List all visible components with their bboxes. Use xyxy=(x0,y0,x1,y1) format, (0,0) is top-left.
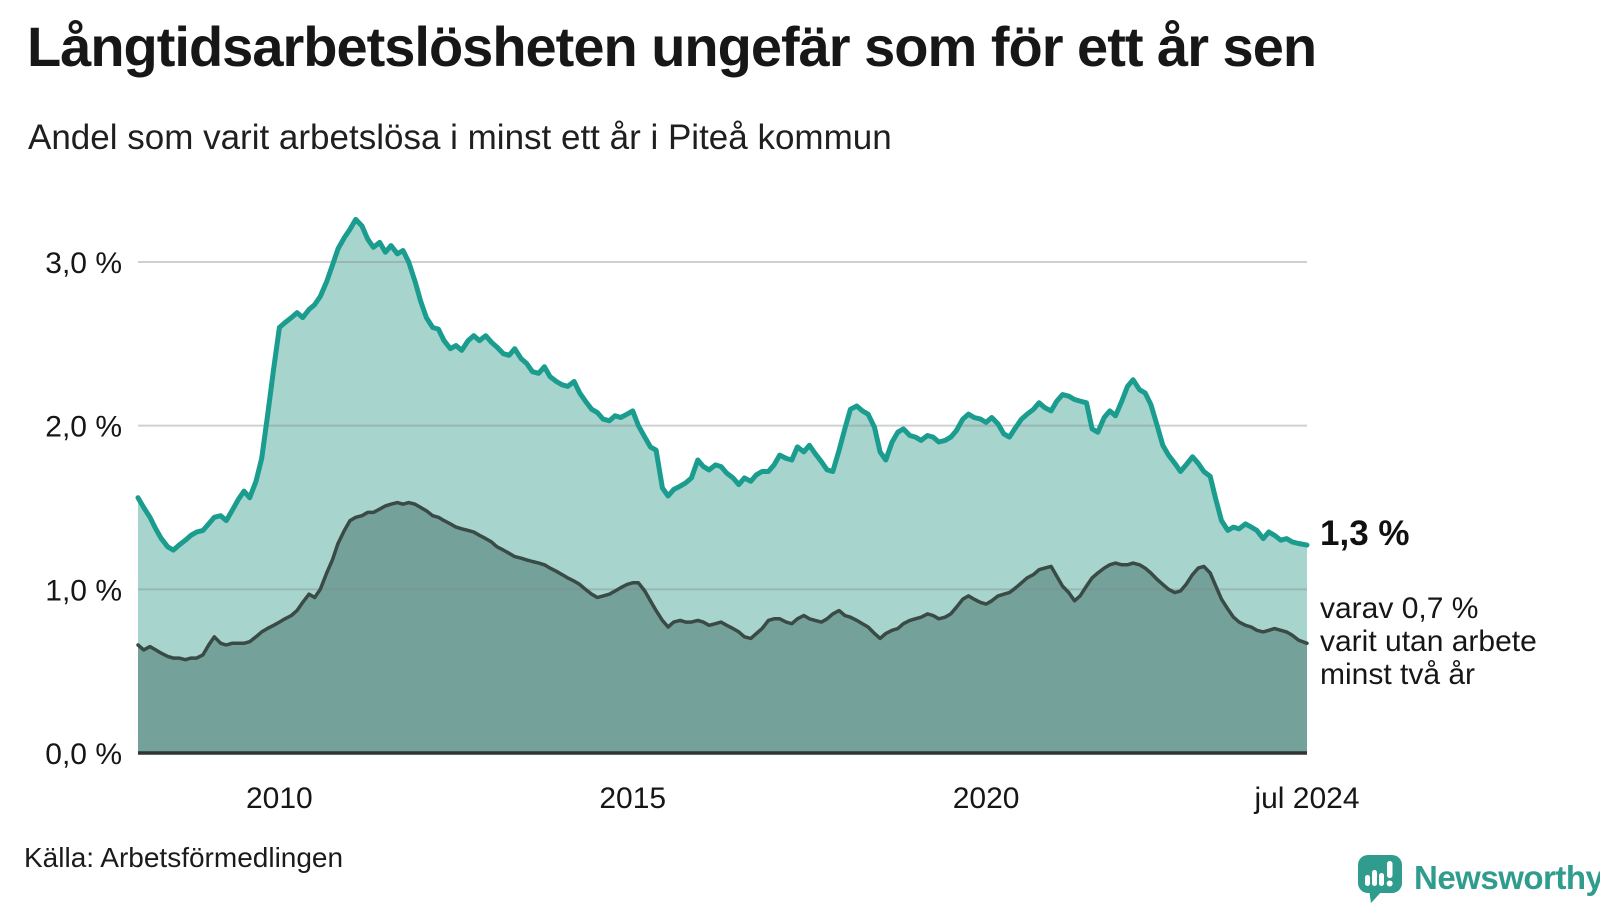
outer-series-line xyxy=(135,216,1310,553)
y-tick-label: 2,0 % xyxy=(45,411,122,444)
y-tick-label: 1,0 % xyxy=(45,574,122,607)
secondary-annotation-line: varav 0,7 % xyxy=(1320,592,1479,625)
x-tick-label: 2010 xyxy=(246,782,313,815)
secondary-annotation-line: varit utan arbete xyxy=(1320,625,1537,658)
brand-name: Newsworthy xyxy=(1414,859,1600,896)
source-note: Källa: Arbetsförmedlingen xyxy=(24,842,344,873)
x-tick-label: jul 2024 xyxy=(1253,782,1359,815)
newsworthy-icon xyxy=(1358,855,1402,903)
brand-logo-block: Newsworthy xyxy=(1356,853,1600,903)
x-tick-label: 2020 xyxy=(953,782,1020,815)
page-title: Långtidsarbetslösheten ungefär som för e… xyxy=(27,15,1317,78)
end-value-label: 1,3 % xyxy=(1320,514,1410,553)
secondary-annotation: varav 0,7 % varit utan arbete minst två … xyxy=(1320,592,1537,691)
inner-series-line xyxy=(136,500,1309,662)
secondary-annotation-line: minst två år xyxy=(1320,658,1476,691)
page-subtitle: Andel som varit arbetslösa i minst ett å… xyxy=(28,118,892,157)
x-tick-label: 2015 xyxy=(599,782,666,815)
y-tick-label: 3,0 % xyxy=(45,247,122,280)
y-tick-label: 0,0 % xyxy=(45,738,122,771)
inner-series-area xyxy=(138,502,1307,753)
